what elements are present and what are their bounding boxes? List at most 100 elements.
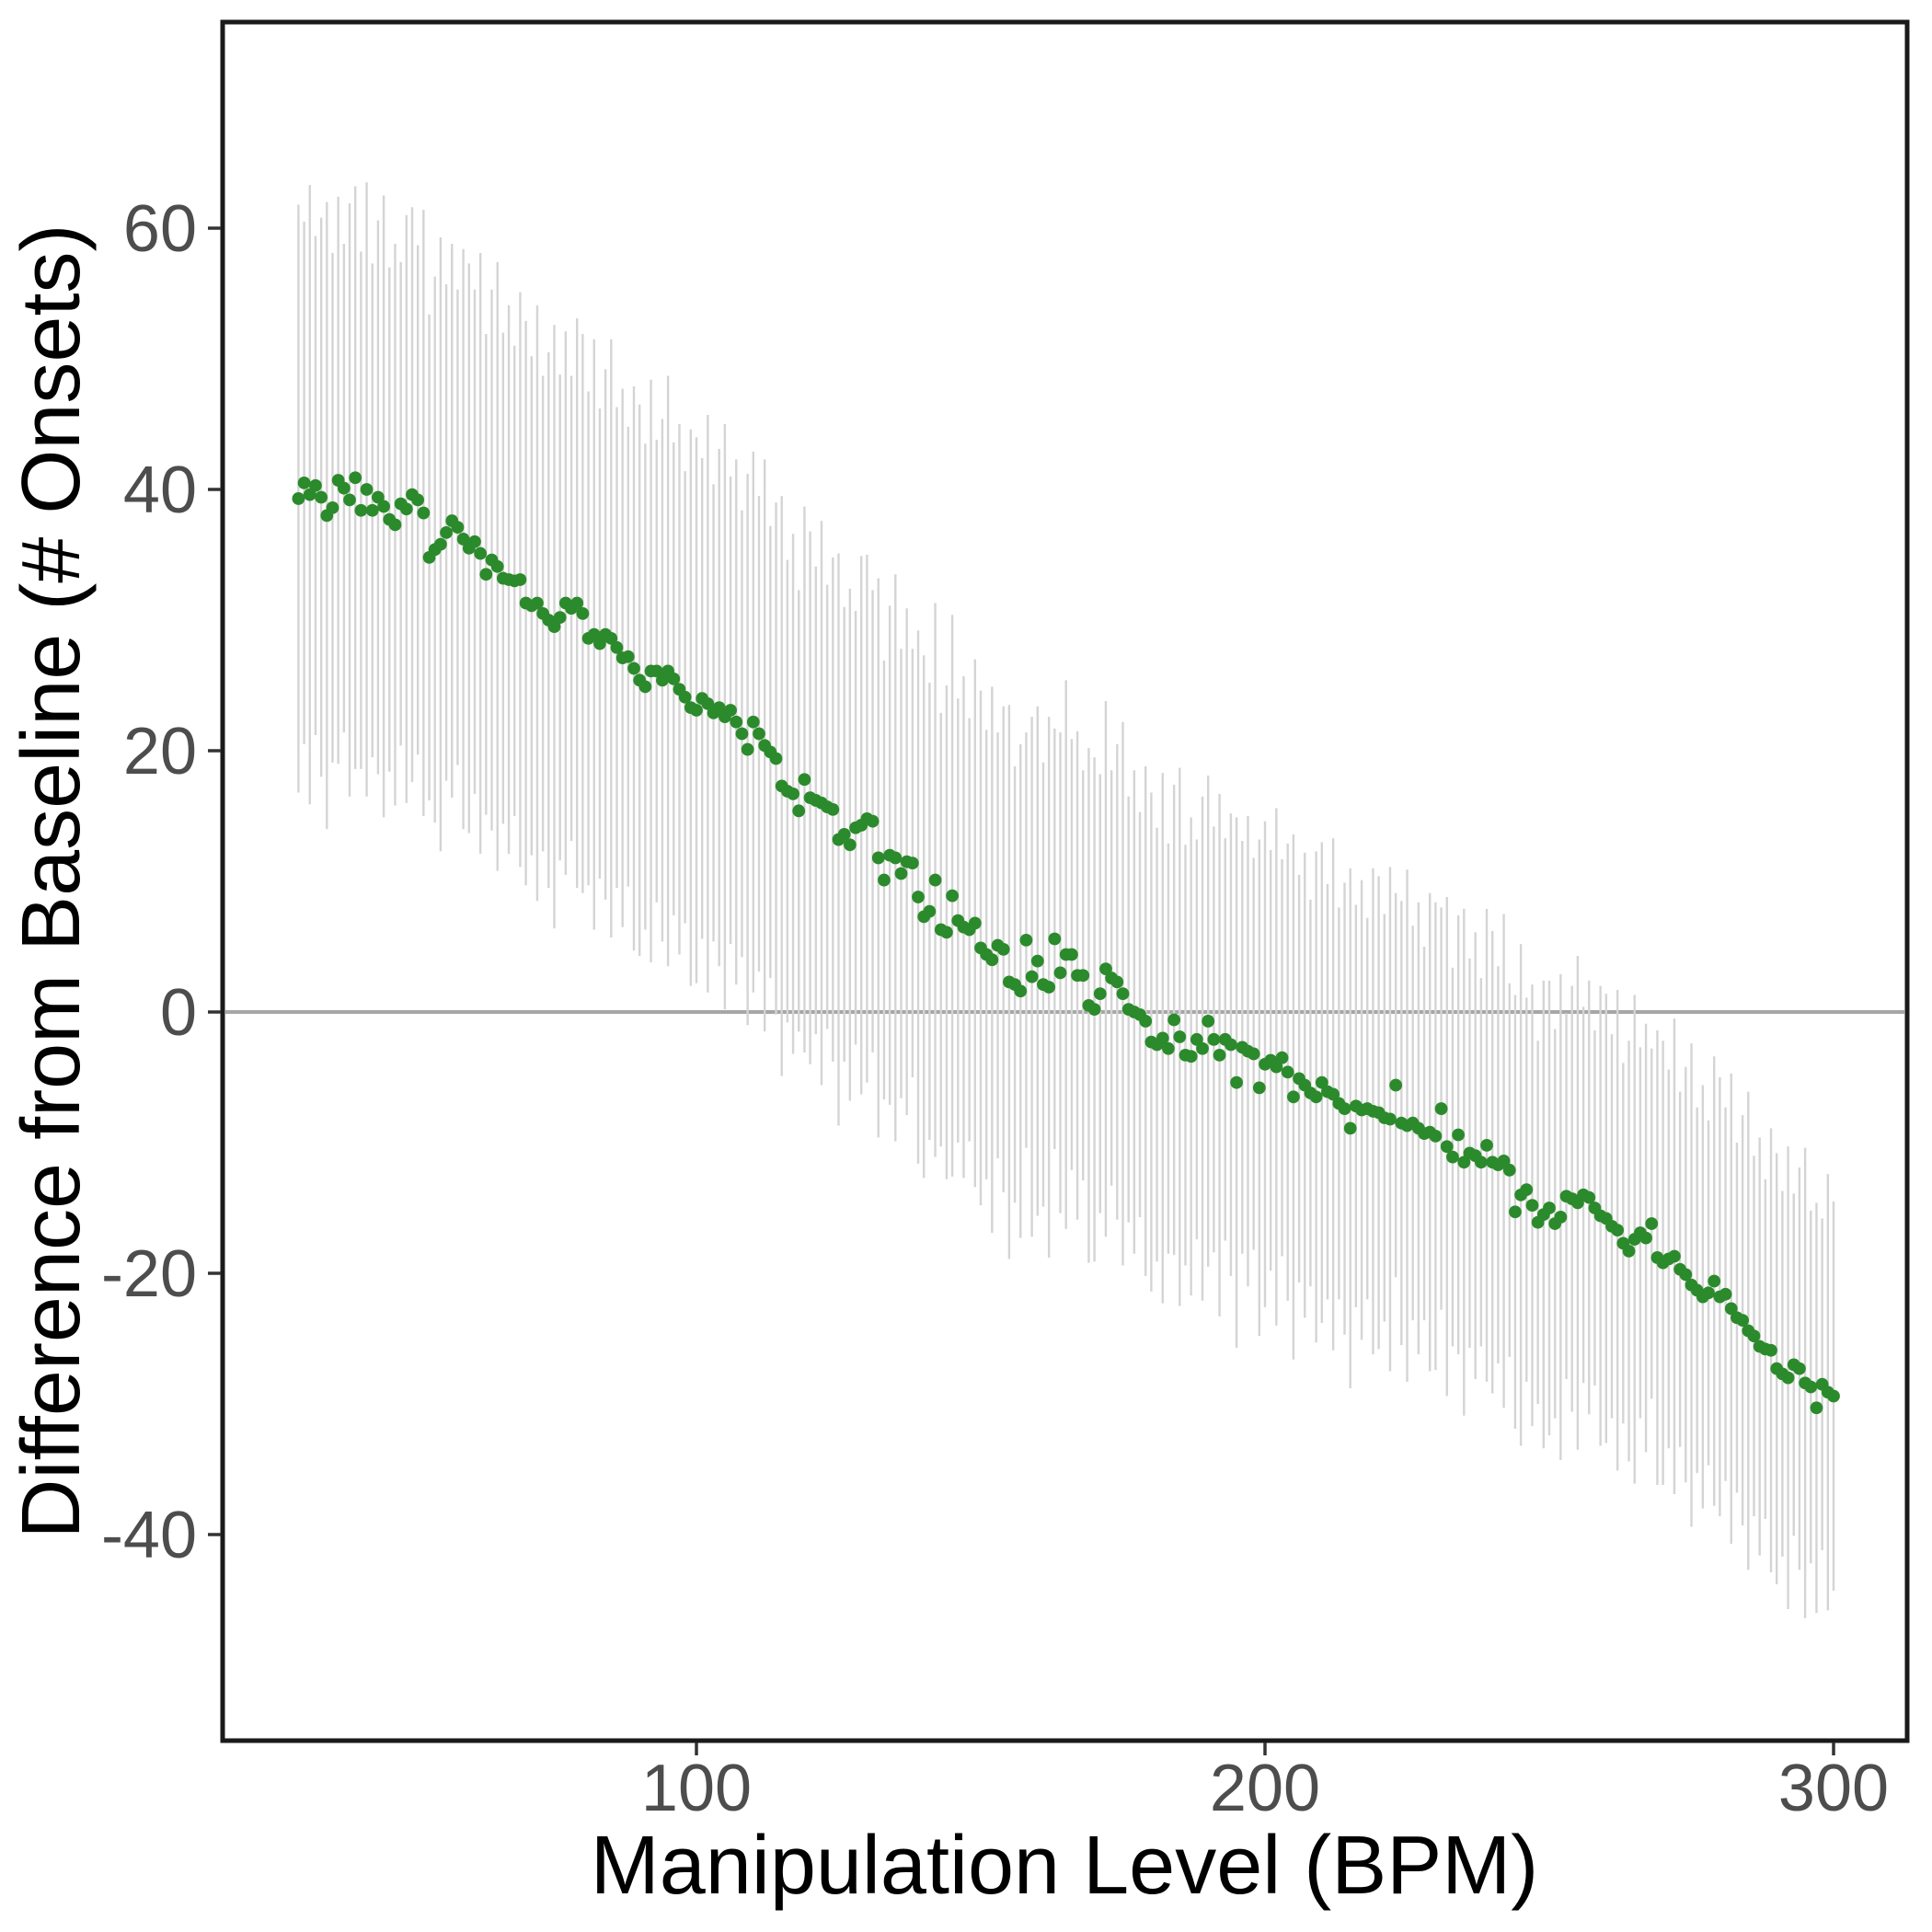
data-point	[1196, 1041, 1209, 1055]
data-point	[1099, 962, 1112, 976]
data-point	[1116, 987, 1130, 1001]
data-point	[1525, 1199, 1539, 1213]
data-point	[377, 500, 390, 513]
data-point	[1162, 1041, 1175, 1055]
data-point	[1275, 1051, 1289, 1064]
data-point	[1497, 1154, 1511, 1167]
data-point	[1173, 1030, 1187, 1043]
data-point	[985, 953, 999, 967]
data-point	[411, 493, 425, 507]
data-point	[1502, 1163, 1516, 1177]
data-point	[1048, 932, 1062, 946]
data-point	[326, 500, 339, 514]
data-point	[610, 640, 624, 654]
data-point	[650, 664, 663, 678]
data-point	[1446, 1150, 1459, 1164]
data-point	[1225, 1038, 1237, 1052]
y-axis-ticks: -40 -20 0 20 40 60	[101, 192, 221, 1572]
data-point	[843, 838, 857, 852]
data-point	[1747, 1329, 1761, 1343]
data-point	[456, 533, 470, 546]
data-point	[309, 478, 322, 492]
y-tick-label: 60	[123, 192, 197, 266]
data-point	[1520, 1183, 1534, 1197]
data-point	[1554, 1211, 1568, 1224]
data-point	[1509, 1205, 1522, 1219]
data-point	[1019, 934, 1033, 947]
data-point	[1315, 1075, 1328, 1089]
data-point	[1724, 1302, 1738, 1316]
data-point	[479, 568, 493, 581]
data-point	[440, 525, 453, 539]
data-point	[303, 488, 316, 501]
y-tick-label: 0	[160, 976, 197, 1050]
data-point	[1270, 1060, 1283, 1074]
data-point	[1287, 1090, 1300, 1104]
data-point	[1736, 1314, 1750, 1328]
data-point	[826, 803, 840, 816]
data-point	[940, 926, 953, 939]
data-point	[349, 471, 362, 485]
data-point	[724, 704, 737, 717]
data-point	[604, 631, 618, 645]
data-point	[638, 680, 652, 694]
data-point	[1804, 1380, 1818, 1394]
data-point	[1440, 1140, 1454, 1154]
data-point	[1582, 1190, 1596, 1204]
data-point	[1202, 1015, 1215, 1028]
data-point	[1230, 1075, 1243, 1089]
data-point	[1213, 1048, 1226, 1062]
data-point	[553, 611, 567, 625]
data-point	[292, 492, 305, 505]
data-point	[1611, 1224, 1625, 1237]
data-point	[905, 857, 919, 870]
data-point	[667, 673, 681, 685]
data-point	[1429, 1130, 1443, 1143]
data-point	[587, 627, 601, 641]
data-point	[1030, 954, 1044, 968]
data-point	[871, 851, 885, 865]
data-point	[372, 490, 385, 504]
x-axis-ticks: 100 200 300	[641, 1742, 1889, 1825]
data-point	[1781, 1371, 1795, 1385]
data-point	[866, 814, 880, 828]
data-point	[1679, 1268, 1693, 1282]
data-point	[1064, 948, 1078, 961]
data-point	[1281, 1065, 1294, 1079]
data-point	[1793, 1362, 1806, 1375]
data-point	[621, 650, 635, 663]
data-point	[576, 607, 590, 620]
data-point	[627, 661, 640, 675]
x-tick-label: 300	[1778, 1752, 1889, 1825]
data-point	[690, 704, 703, 717]
data-point	[1252, 1081, 1266, 1095]
data-point	[360, 483, 374, 496]
data-point	[451, 521, 465, 535]
data-point	[1765, 1343, 1777, 1357]
data-point	[1184, 1050, 1198, 1064]
data-point	[1827, 1389, 1840, 1403]
y-axis-title: Difference from Baseline (# Onsets)	[6, 224, 98, 1539]
x-axis-title: Manipulation Level (BPM)	[591, 1820, 1538, 1912]
data-point	[996, 942, 1010, 956]
y-tick-label: 40	[123, 454, 197, 527]
data-point	[513, 573, 527, 586]
data-point	[837, 827, 851, 841]
data-points-group	[292, 471, 1840, 1415]
data-point	[928, 873, 942, 887]
data-point	[1025, 970, 1039, 983]
data-point	[1702, 1286, 1715, 1300]
data-point	[1309, 1090, 1323, 1104]
data-point	[701, 696, 715, 710]
data-point	[531, 596, 544, 610]
data-point	[912, 891, 925, 903]
data-point	[1668, 1249, 1681, 1263]
data-point	[1247, 1047, 1260, 1061]
data-point	[365, 503, 379, 517]
data-point	[1474, 1156, 1488, 1169]
data-point	[787, 787, 799, 800]
data-point	[570, 596, 584, 610]
data-point	[798, 773, 811, 787]
data-point	[1053, 966, 1067, 980]
data-point	[894, 867, 908, 880]
